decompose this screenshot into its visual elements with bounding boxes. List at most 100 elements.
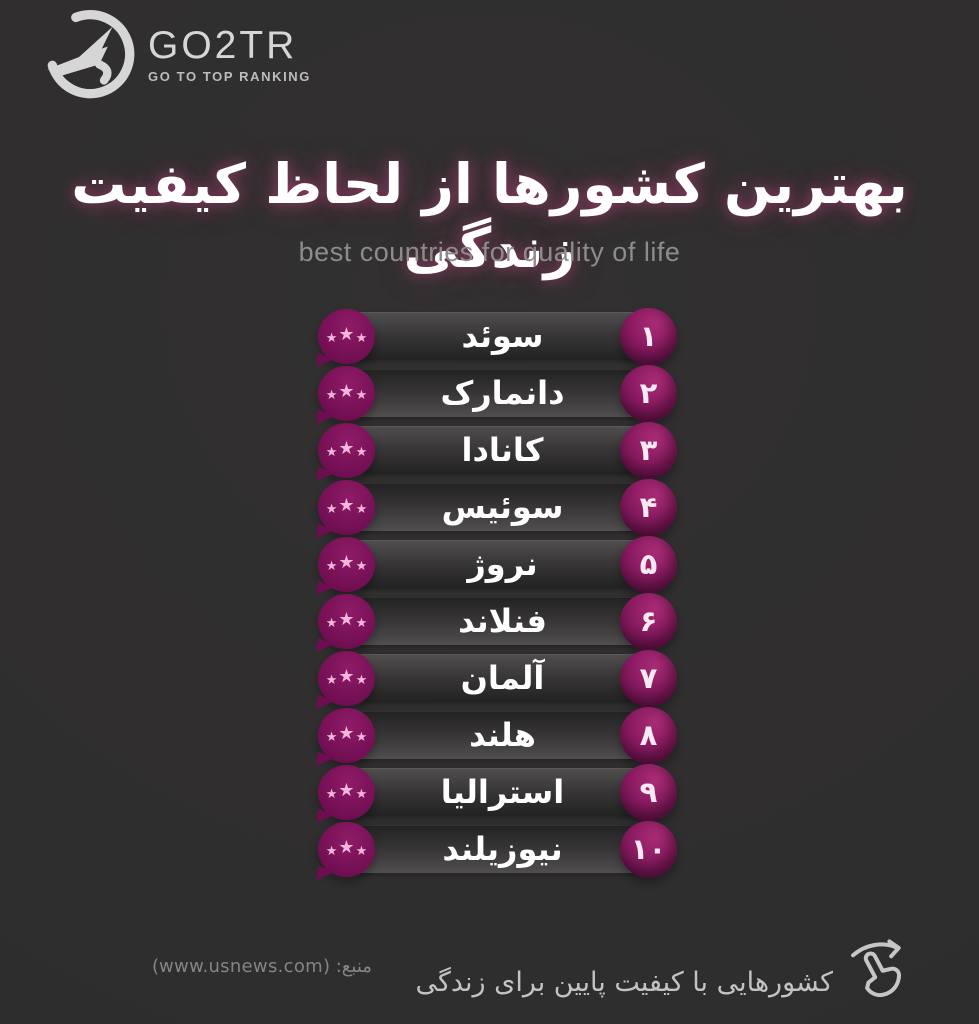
ranking-row: هلند ۸ ★ ★ ★ bbox=[318, 707, 677, 764]
rank-badge: ۱ bbox=[620, 308, 677, 365]
rank-number: ۱۰ bbox=[630, 832, 667, 866]
rank-number: ۷ bbox=[639, 661, 658, 695]
country-bar: آلمان bbox=[356, 654, 649, 702]
cta-label: کشورهایی با کیفیت پایین برای زندگی bbox=[415, 966, 833, 998]
country-name: کانادا bbox=[461, 431, 544, 469]
stars-badge: ★ ★ ★ bbox=[318, 708, 375, 763]
rank-badge: ۹ bbox=[620, 764, 677, 821]
star-icon: ★ bbox=[338, 836, 355, 858]
stars-badge: ★ ★ ★ bbox=[318, 651, 375, 706]
country-bar: کانادا bbox=[356, 426, 649, 474]
country-bar: فنلاند bbox=[356, 597, 649, 645]
star-icon: ★ bbox=[325, 787, 338, 802]
rank-badge: ۴ bbox=[620, 479, 677, 536]
star-icon: ★ bbox=[325, 844, 338, 859]
stars-badge: ★ ★ ★ bbox=[318, 594, 375, 649]
logo: GO2TR GO TO TOP RANKING bbox=[42, 8, 311, 102]
rank-number: ۲ bbox=[639, 376, 658, 410]
ranking-row: کانادا ۳ ★ ★ ★ bbox=[318, 422, 677, 479]
rank-number: ۶ bbox=[639, 604, 658, 638]
rank-badge: ۳ bbox=[620, 422, 677, 479]
low-quality-countries-cta[interactable]: کشورهایی با کیفیت پایین برای زندگی bbox=[416, 936, 909, 1010]
star-icon: ★ bbox=[325, 730, 338, 745]
rank-badge: ۷ bbox=[620, 650, 677, 707]
rank-number: ۳ bbox=[639, 433, 658, 467]
ranking-row: استرالیا ۹ ★ ★ ★ bbox=[318, 764, 677, 821]
country-bar: سوئد bbox=[356, 312, 649, 360]
star-icon: ★ bbox=[338, 722, 355, 744]
star-icon: ★ bbox=[355, 844, 368, 859]
star-icon: ★ bbox=[355, 331, 368, 346]
stars-badge: ★ ★ ★ bbox=[318, 480, 375, 535]
country-bar: هلند bbox=[356, 711, 649, 759]
star-icon: ★ bbox=[338, 437, 355, 459]
country-name: نیوزیلند bbox=[442, 830, 563, 868]
star-icon: ★ bbox=[338, 608, 355, 630]
stars-badge: ★ ★ ★ bbox=[318, 309, 375, 364]
star-icon: ★ bbox=[325, 673, 338, 688]
page-title: بهترین کشورها از لحاظ کیفیت زندگی bbox=[71, 152, 908, 280]
rank-badge: ۶ bbox=[620, 593, 677, 650]
country-name: سوئد bbox=[461, 317, 544, 355]
country-bar: استرالیا bbox=[356, 768, 649, 816]
ranking-row: فنلاند ۶ ★ ★ ★ bbox=[318, 593, 677, 650]
rank-badge: ۵ bbox=[620, 536, 677, 593]
star-icon: ★ bbox=[355, 559, 368, 574]
rank-badge: ۸ bbox=[620, 707, 677, 764]
swipe-hand-icon bbox=[851, 939, 902, 998]
stars-badge: ★ ★ ★ bbox=[318, 537, 375, 592]
logo-tagline: GO TO TOP RANKING bbox=[148, 69, 311, 84]
country-name: آلمان bbox=[460, 659, 545, 697]
ranking-row: دانمارک ۲ ★ ★ ★ bbox=[318, 365, 677, 422]
rank-badge: ۲ bbox=[620, 365, 677, 422]
star-icon: ★ bbox=[325, 331, 338, 346]
country-bar: نروژ bbox=[356, 540, 649, 588]
ranking-row: سوئیس ۴ ★ ★ ★ bbox=[318, 479, 677, 536]
star-icon: ★ bbox=[355, 616, 368, 631]
rank-number: ۹ bbox=[639, 775, 658, 809]
country-name: فنلاند bbox=[458, 602, 547, 640]
star-icon: ★ bbox=[355, 388, 368, 403]
stars-badge: ★ ★ ★ bbox=[318, 366, 375, 421]
ranking-row: آلمان ۷ ★ ★ ★ bbox=[318, 650, 677, 707]
country-bar: سوئیس bbox=[356, 483, 649, 531]
star-icon: ★ bbox=[325, 559, 338, 574]
star-icon: ★ bbox=[355, 673, 368, 688]
stars-badge: ★ ★ ★ bbox=[318, 765, 375, 820]
star-icon: ★ bbox=[325, 502, 338, 517]
rank-number: ۴ bbox=[639, 490, 658, 524]
ranking-list: سوئد ۱ ★ ★ ★ دانمارک ۲ ★ ★ ★ کانادا ۳ ★ ★ ★ bbox=[318, 308, 677, 878]
country-name: نروژ bbox=[467, 545, 538, 583]
star-icon: ★ bbox=[355, 730, 368, 745]
ranking-row: نروژ ۵ ★ ★ ★ bbox=[318, 536, 677, 593]
logo-name: GO2TR bbox=[148, 24, 298, 67]
star-icon: ★ bbox=[355, 787, 368, 802]
star-icon: ★ bbox=[355, 502, 368, 517]
stars-badge: ★ ★ ★ bbox=[318, 822, 375, 877]
rank-badge: ۱۰ bbox=[620, 821, 677, 878]
star-icon: ★ bbox=[338, 779, 355, 801]
star-icon: ★ bbox=[338, 665, 355, 687]
country-name: هلند bbox=[469, 716, 536, 754]
airplane-circle-icon bbox=[47, 10, 135, 99]
star-icon: ★ bbox=[338, 551, 355, 573]
country-name: دانمارک bbox=[440, 374, 565, 412]
country-name: سوئیس bbox=[441, 488, 564, 526]
rank-number: ۵ bbox=[639, 547, 658, 581]
stars-badge: ★ ★ ★ bbox=[318, 423, 375, 478]
country-bar: دانمارک bbox=[356, 369, 649, 417]
star-icon: ★ bbox=[338, 494, 355, 516]
ranking-row: نیوزیلند ۱۰ ★ ★ ★ bbox=[318, 821, 677, 878]
country-name: استرالیا bbox=[440, 773, 565, 811]
page-subtitle: best countries for quality of life bbox=[298, 237, 681, 267]
rank-number: ۸ bbox=[639, 718, 658, 752]
country-bar: نیوزیلند bbox=[356, 825, 649, 873]
star-icon: ★ bbox=[325, 388, 338, 403]
rank-number: ۱ bbox=[639, 319, 658, 353]
star-icon: ★ bbox=[355, 445, 368, 460]
ranking-row: سوئد ۱ ★ ★ ★ bbox=[318, 308, 677, 365]
star-icon: ★ bbox=[325, 445, 338, 460]
source-link[interactable]: منبع: (www.usnews.com) bbox=[152, 956, 372, 977]
star-icon: ★ bbox=[338, 323, 355, 345]
